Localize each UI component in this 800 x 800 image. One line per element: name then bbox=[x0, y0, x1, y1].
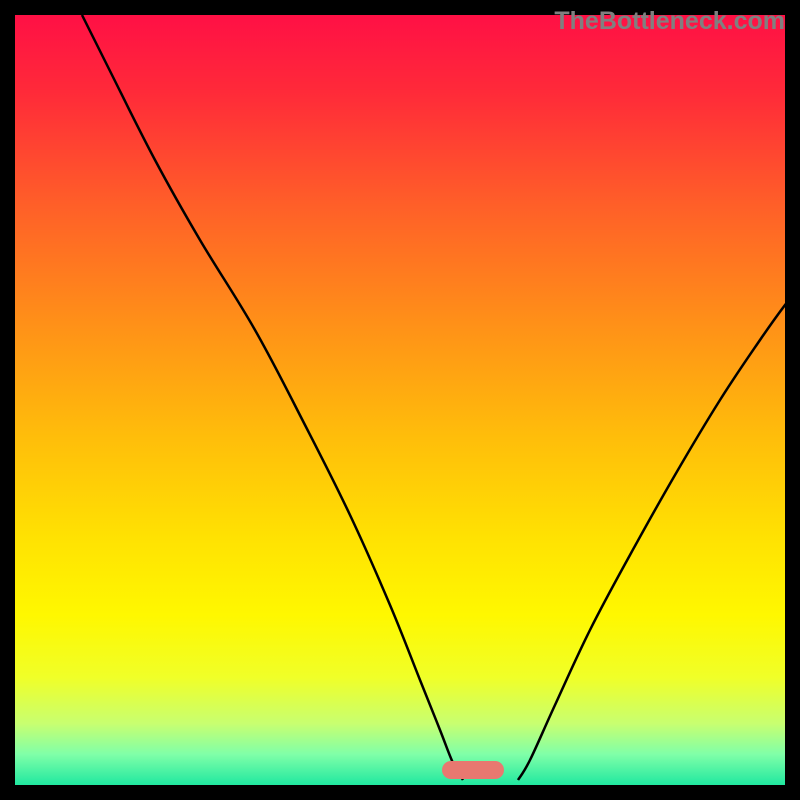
watermark-label: TheBottleneck.com bbox=[554, 7, 785, 36]
curve-right-branch bbox=[518, 287, 800, 780]
curve-left-branch bbox=[82, 15, 463, 780]
minimum-marker bbox=[442, 761, 504, 779]
chart-curve bbox=[0, 0, 800, 800]
